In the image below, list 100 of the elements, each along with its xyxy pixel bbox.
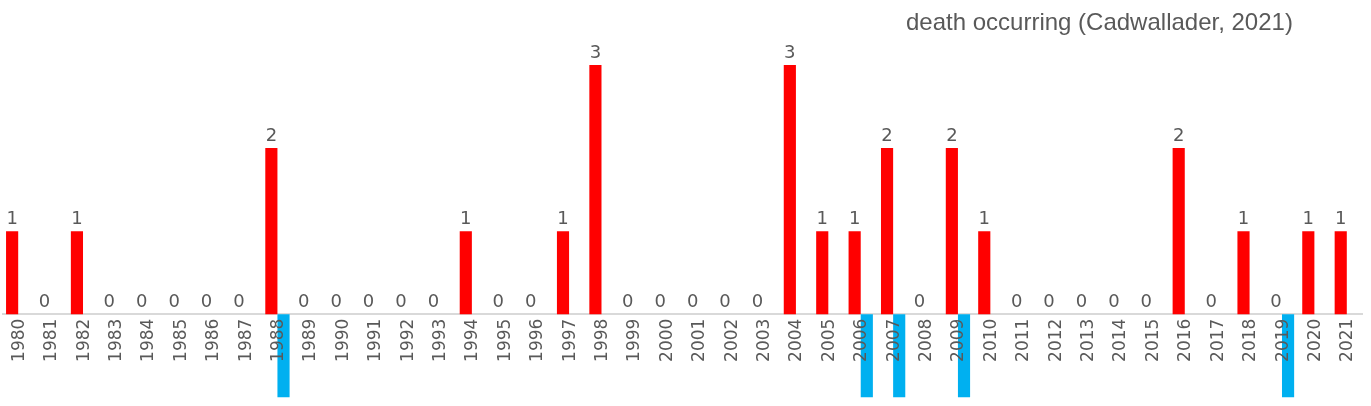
x-tick-label: 2011	[1012, 318, 1033, 362]
x-tick-label: 1992	[396, 318, 417, 362]
x-tick-label: 1984	[137, 318, 158, 362]
x-tick-label: 2003	[753, 318, 774, 362]
x-tick-label: 2019	[1271, 318, 1292, 362]
x-tick-label: 2000	[655, 318, 676, 362]
bar	[1334, 231, 1347, 315]
data-label: 3	[589, 40, 602, 62]
data-label: 0	[136, 290, 148, 312]
data-label: 2	[265, 124, 278, 146]
data-label: 0	[168, 290, 180, 312]
data-label: 0	[200, 290, 213, 312]
bar	[848, 231, 861, 315]
x-tick-label: 1991	[364, 318, 385, 362]
x-tick-label: 1982	[72, 318, 93, 362]
bar	[265, 148, 278, 315]
bar	[6, 231, 19, 315]
x-tick-label: 1988	[266, 318, 287, 362]
x-tick-label: 2008	[915, 318, 936, 362]
data-label: 2	[946, 124, 958, 146]
bar	[70, 231, 84, 315]
x-tick-label: 2020	[1303, 318, 1324, 362]
bar	[880, 148, 894, 315]
data-label: 1	[1335, 207, 1347, 229]
bar	[945, 148, 958, 315]
data-label: 0	[38, 290, 51, 312]
bar	[556, 231, 570, 315]
x-tick-label: 2014	[1109, 318, 1130, 362]
x-tick-label: 1985	[169, 318, 190, 362]
data-label: 0	[622, 290, 634, 312]
data-label: 1	[1237, 207, 1250, 229]
data-label: 1	[978, 207, 990, 229]
data-label: 0	[492, 290, 504, 312]
data-label: 0	[298, 290, 310, 312]
data-label: 0	[654, 290, 666, 312]
data-label: 0	[686, 290, 699, 312]
x-tick-label: 2009	[947, 318, 968, 362]
data-label: 0	[1043, 290, 1055, 312]
bar	[816, 231, 829, 315]
x-tick-label: 2006	[850, 318, 871, 362]
x-tick-label: 2015	[1141, 318, 1162, 362]
x-tick-label: 1981	[40, 318, 61, 362]
x-tick-label: 2017	[1206, 318, 1227, 362]
x-tick-label: 1980	[7, 318, 28, 362]
x-tick-label: 1999	[623, 318, 644, 362]
data-label: 0	[395, 290, 407, 312]
x-tick-label: 2005	[817, 318, 838, 362]
data-label: 0	[524, 290, 537, 312]
x-tick-label: 2018	[1239, 318, 1260, 362]
x-tick-label: 1990	[331, 318, 352, 362]
bar	[978, 231, 991, 315]
data-label: 1	[557, 207, 569, 229]
x-tick-label: 1998	[591, 318, 612, 362]
data-label: 2	[881, 124, 893, 146]
x-tick-label: 2012	[1044, 318, 1065, 362]
bar	[1237, 231, 1250, 315]
data-label: 3	[784, 40, 796, 62]
data-label: 0	[1140, 290, 1153, 312]
bar	[1172, 148, 1185, 315]
x-tick-label: 1997	[558, 318, 579, 362]
data-label: 0	[330, 290, 342, 312]
x-tick-label: 1995	[493, 318, 514, 362]
text: death occurring (Cadwallader, 2021)	[906, 8, 1293, 35]
x-tick-label: 1983	[104, 318, 125, 362]
data-label: 1	[848, 207, 861, 229]
data-label: 0	[719, 290, 731, 312]
bar	[459, 231, 472, 315]
data-label: 1	[1302, 207, 1315, 229]
data-label: 0	[751, 290, 764, 312]
data-label: 0	[103, 290, 116, 312]
x-tick-label: 1994	[461, 318, 482, 362]
data-label: 0	[427, 290, 440, 312]
x-tick-label: 1996	[526, 318, 547, 362]
x-tick-label: 2021	[1336, 318, 1357, 362]
x-tick-label: 1993	[428, 318, 449, 362]
data-label: 1	[816, 207, 828, 229]
data-label: 0	[362, 290, 375, 312]
data-label: 0	[913, 290, 926, 312]
x-tick-label: 1987	[234, 318, 255, 362]
bar	[589, 64, 602, 315]
data-label: 0	[1075, 290, 1088, 312]
data-label: 0	[233, 290, 245, 312]
data-label: 1	[6, 207, 18, 229]
data-label: 0	[1108, 290, 1120, 312]
data-label: 0	[1270, 290, 1282, 312]
data-label: 0	[1205, 290, 1217, 312]
x-tick-label: 1989	[299, 318, 320, 362]
x-tick-label: 2013	[1077, 318, 1098, 362]
x-tick-label: 2004	[785, 318, 806, 362]
x-tick-label: 2007	[882, 318, 903, 362]
data-label: 1	[71, 207, 83, 229]
bar	[1302, 231, 1315, 315]
x-tick-label: 2001	[688, 318, 709, 362]
data-label: 2	[1172, 124, 1185, 146]
x-tick-label: 2010	[979, 318, 1000, 362]
data-label: 1	[460, 207, 472, 229]
x-tick-label: 2016	[1174, 318, 1195, 362]
data-label: 0	[1010, 290, 1023, 312]
x-tick-label: 2002	[720, 318, 741, 362]
bar	[783, 64, 796, 315]
